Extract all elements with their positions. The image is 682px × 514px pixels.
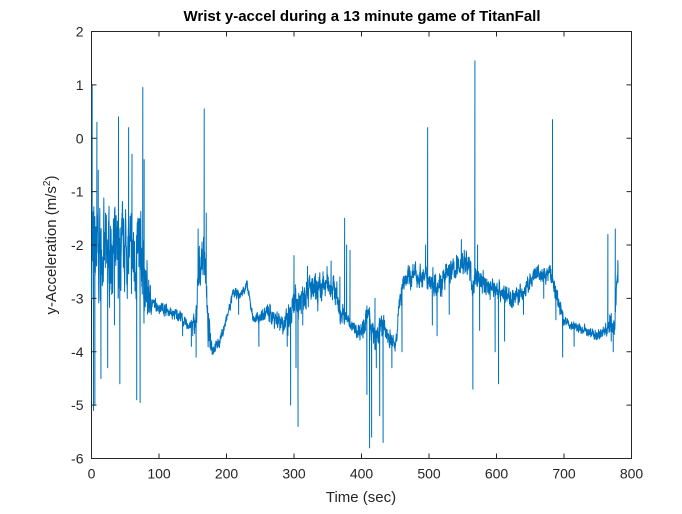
y-tick-label: -2: [71, 237, 84, 253]
y-tick-label: -3: [71, 290, 84, 306]
y-tick-label: 2: [76, 24, 84, 40]
x-tick-label: 0: [88, 466, 96, 482]
chart-title: Wrist y-accel during a 13 minute game of…: [183, 8, 540, 25]
y-tick-label: -1: [71, 184, 84, 200]
x-tick-label: 100: [147, 466, 171, 482]
x-axis-label: Time (sec): [326, 489, 396, 506]
y-tick-label: 1: [76, 77, 84, 93]
y-axis-label-close: ): [43, 176, 60, 181]
y-axis-label-main: y-Acceleration (m/s: [43, 186, 60, 314]
y-axis-label-superscript: 2: [42, 180, 53, 186]
y-tick-label: -6: [71, 451, 84, 467]
x-tick-label: 300: [282, 466, 306, 482]
x-tick-label: 600: [485, 466, 509, 482]
y-axis-ticks: -6 -5 -4 -3 -2 -1 0 1 2: [71, 24, 632, 467]
y-tick-label: 0: [76, 130, 84, 146]
x-tick-label: 500: [417, 466, 441, 482]
x-axis-ticks: 0 100 200 300 400 500 600 700 800: [88, 31, 644, 482]
x-tick-label: 700: [552, 466, 576, 482]
y-tick-label: -4: [71, 344, 84, 360]
series-line: [91, 60, 619, 449]
x-tick-label: 800: [620, 466, 644, 482]
y-axis-label: y-Acceleration (m/s2): [42, 176, 60, 315]
y-tick-label: -5: [71, 397, 84, 413]
x-tick-label: 400: [350, 466, 374, 482]
x-tick-label: 200: [215, 466, 239, 482]
